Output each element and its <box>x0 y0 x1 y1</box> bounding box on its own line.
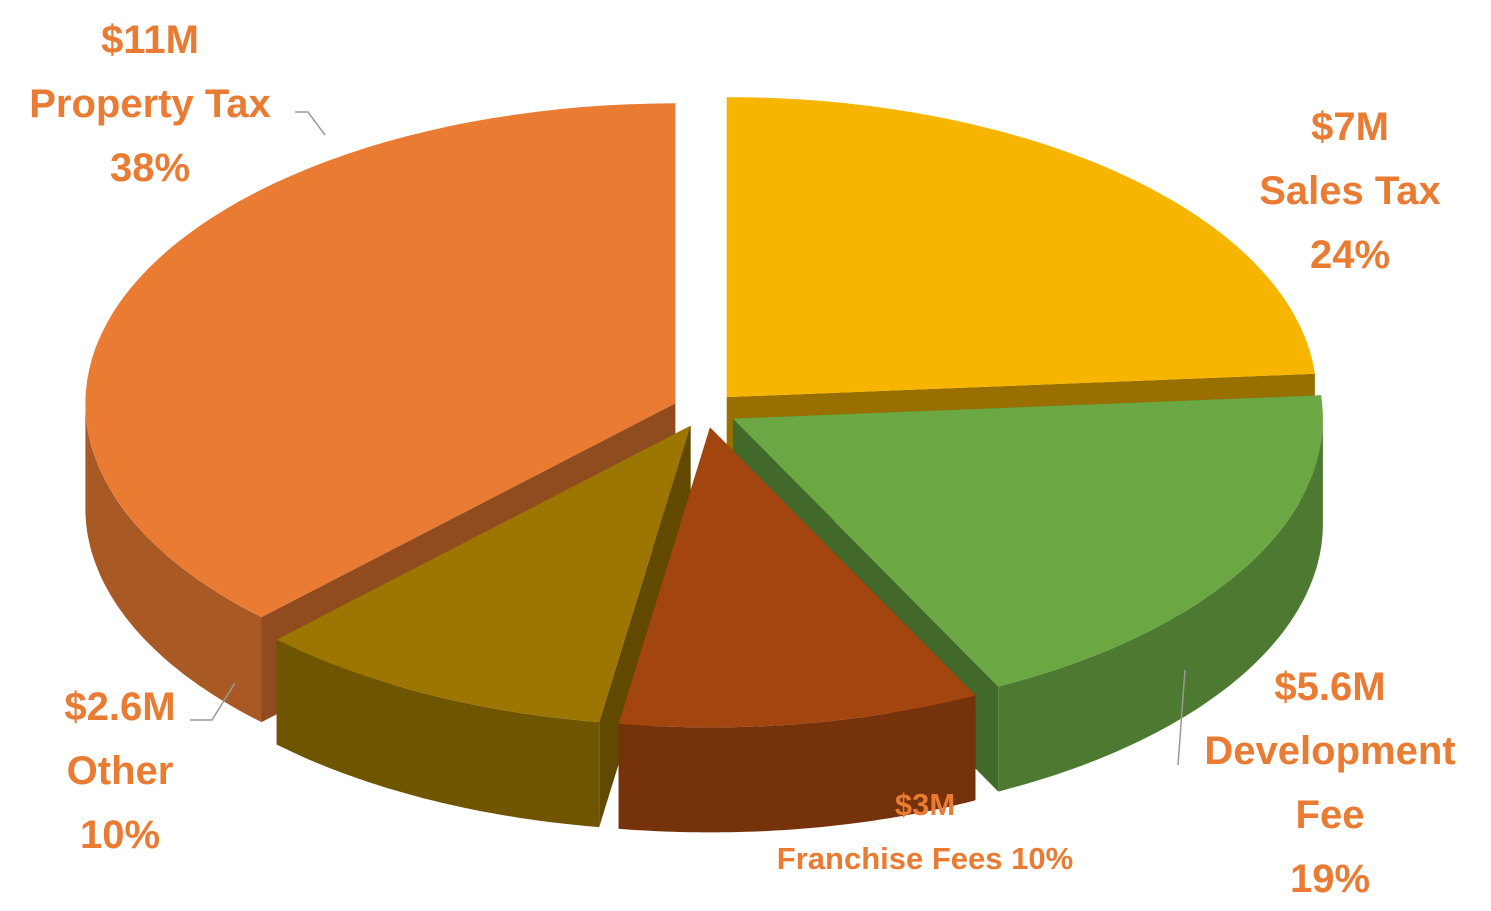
slice-wall <box>998 418 1323 792</box>
category-label: Franchise Fees <box>776 841 1003 876</box>
category-label: Sales Tax <box>1259 169 1441 213</box>
slice <box>85 103 676 618</box>
category-label: Property Tax <box>29 82 271 126</box>
percent-label: 10% <box>79 813 161 857</box>
category-label: Development Fee <box>1204 729 1456 837</box>
slice <box>732 395 1323 687</box>
slice <box>726 97 1315 398</box>
slice-wall <box>85 403 262 723</box>
data-label: $7M Sales Tax 24% <box>1220 95 1480 287</box>
leader-line <box>190 682 236 721</box>
category-label: Other <box>66 749 174 793</box>
data-label: $3M Franchise Fees 10% <box>715 778 1135 886</box>
percent-label: 24% <box>1309 233 1391 277</box>
leader-line <box>295 111 326 136</box>
data-label: $5.6M Development Fee 19% <box>1170 655 1490 911</box>
percent-label: 38% <box>109 146 191 190</box>
slice <box>276 425 691 723</box>
data-label: $2.6M Other 10% <box>10 675 230 867</box>
percent-label: 10% <box>1011 841 1074 876</box>
leader-line <box>1177 669 1186 766</box>
percent-label: 19% <box>1289 857 1371 901</box>
slice-wall <box>276 639 600 828</box>
slice-wall <box>618 695 976 833</box>
data-label: $11M Property Tax 38% <box>0 8 310 200</box>
slice <box>618 427 976 728</box>
amount-label: $3M <box>894 787 956 822</box>
amount-label: $5.6M <box>1274 665 1386 709</box>
amount-label: $11M <box>101 18 199 62</box>
amount-label: $7M <box>1311 105 1389 149</box>
amount-label: $2.6M <box>64 685 176 729</box>
